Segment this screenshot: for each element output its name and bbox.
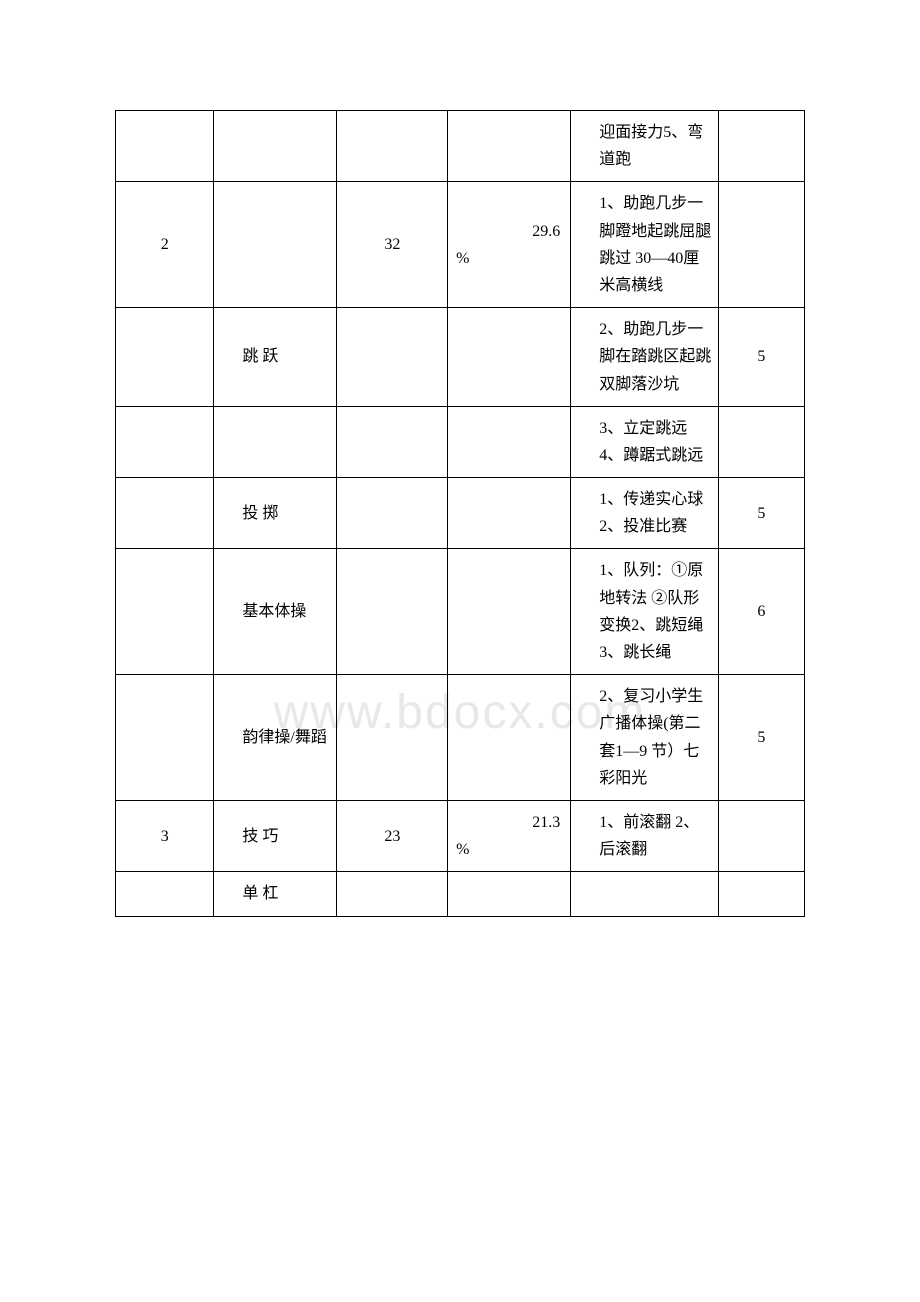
pct-symbol: % bbox=[454, 841, 469, 858]
cell-content: 2、复习小学生广播体操(第二套1—9 节）七彩阳光 bbox=[571, 675, 719, 801]
cell-content: 1、传递实心球2、投准比赛 bbox=[571, 478, 719, 549]
table-row: 2 32 29.6% 1、助跑几步一脚蹬地起跳屈腿跳过 30—40厘米高横线 bbox=[116, 182, 805, 308]
cell-num bbox=[116, 308, 214, 407]
cell-num: 3 bbox=[116, 800, 214, 871]
cell-category bbox=[214, 111, 337, 182]
cell-content: 1、队列：①原地转法 ②队形变换2、跳短绳3、跳长绳 bbox=[571, 549, 719, 675]
cell-count bbox=[337, 478, 448, 549]
cell-percent bbox=[448, 406, 571, 477]
cell-content: 迎面接力5、弯道跑 bbox=[571, 111, 719, 182]
cell-category: 基本体操 bbox=[214, 549, 337, 675]
cell-percent bbox=[448, 308, 571, 407]
cell-content: 2、助跑几步一脚在踏跳区起跳双脚落沙坑 bbox=[571, 308, 719, 407]
cell-hours bbox=[718, 800, 804, 871]
cell-hours: 6 bbox=[718, 549, 804, 675]
cell-content: 3、立定跳远 4、蹲踞式跳远 bbox=[571, 406, 719, 477]
cell-hours: 5 bbox=[718, 308, 804, 407]
cell-hours bbox=[718, 111, 804, 182]
table-row: 投 掷 1、传递实心球2、投准比赛 5 bbox=[116, 478, 805, 549]
cell-percent: 29.6% bbox=[448, 182, 571, 308]
cell-category bbox=[214, 182, 337, 308]
cell-hours bbox=[718, 182, 804, 308]
pct-symbol: % bbox=[454, 250, 469, 267]
cell-percent bbox=[448, 549, 571, 675]
cell-count bbox=[337, 872, 448, 916]
cell-category: 韵律操/舞蹈 bbox=[214, 675, 337, 801]
table-row: 单 杠 bbox=[116, 872, 805, 916]
pct-symbol bbox=[454, 348, 456, 365]
cell-num: 2 bbox=[116, 182, 214, 308]
cell-percent bbox=[448, 111, 571, 182]
pct-symbol bbox=[454, 433, 456, 450]
cell-num bbox=[116, 872, 214, 916]
pct-symbol bbox=[454, 729, 456, 746]
cell-count: 32 bbox=[337, 182, 448, 308]
pct-symbol bbox=[454, 138, 456, 155]
cell-category bbox=[214, 406, 337, 477]
table-row: 韵律操/舞蹈 2、复习小学生广播体操(第二套1—9 节）七彩阳光 5 bbox=[116, 675, 805, 801]
pct-number: 21.3 bbox=[454, 809, 566, 836]
cell-hours bbox=[718, 872, 804, 916]
cell-percent bbox=[448, 675, 571, 801]
pct-symbol bbox=[454, 603, 456, 620]
cell-count bbox=[337, 406, 448, 477]
cell-hours: 5 bbox=[718, 478, 804, 549]
curriculum-table: 迎面接力5、弯道跑 2 32 29.6% 1、助跑几步一脚蹬地起跳屈腿跳过 30… bbox=[115, 110, 805, 917]
cell-hours bbox=[718, 406, 804, 477]
cell-count bbox=[337, 111, 448, 182]
table-row: 跳 跃 2、助跑几步一脚在踏跳区起跳双脚落沙坑 5 bbox=[116, 308, 805, 407]
cell-num bbox=[116, 675, 214, 801]
cell-count bbox=[337, 675, 448, 801]
cell-num bbox=[116, 406, 214, 477]
cell-hours: 5 bbox=[718, 675, 804, 801]
cell-category: 投 掷 bbox=[214, 478, 337, 549]
cell-content bbox=[571, 872, 719, 916]
cell-category: 单 杠 bbox=[214, 872, 337, 916]
pct-symbol bbox=[454, 885, 456, 902]
pct-symbol bbox=[454, 505, 456, 522]
cell-num bbox=[116, 549, 214, 675]
cell-content: 1、前滚翻 2、后滚翻 bbox=[571, 800, 719, 871]
pct-number: 29.6 bbox=[454, 218, 566, 245]
table-row: 基本体操 1、队列：①原地转法 ②队形变换2、跳短绳3、跳长绳 6 bbox=[116, 549, 805, 675]
cell-percent bbox=[448, 478, 571, 549]
table-row: 3 技 巧 23 21.3% 1、前滚翻 2、后滚翻 bbox=[116, 800, 805, 871]
cell-content: 1、助跑几步一脚蹬地起跳屈腿跳过 30—40厘米高横线 bbox=[571, 182, 719, 308]
cell-category: 跳 跃 bbox=[214, 308, 337, 407]
cell-count bbox=[337, 308, 448, 407]
cell-percent: 21.3% bbox=[448, 800, 571, 871]
table-row: 3、立定跳远 4、蹲踞式跳远 bbox=[116, 406, 805, 477]
cell-category: 技 巧 bbox=[214, 800, 337, 871]
table-row: 迎面接力5、弯道跑 bbox=[116, 111, 805, 182]
cell-num bbox=[116, 478, 214, 549]
cell-count: 23 bbox=[337, 800, 448, 871]
cell-num bbox=[116, 111, 214, 182]
cell-percent bbox=[448, 872, 571, 916]
cell-count bbox=[337, 549, 448, 675]
